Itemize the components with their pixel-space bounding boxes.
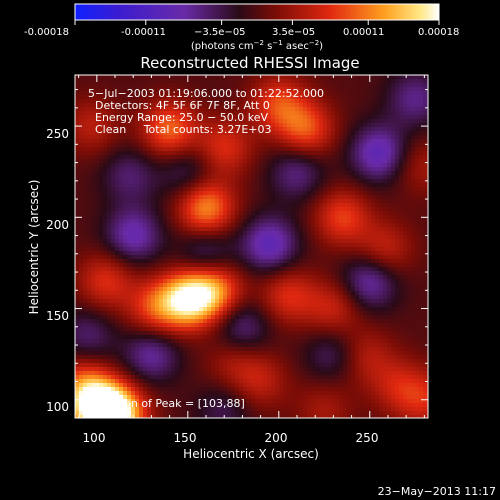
y-tick-label-200: 200 (46, 218, 69, 232)
x-tick-label-100: 100 (83, 431, 106, 445)
colorbar-unit-label: (photons cm−2 s−1 asec−2) (191, 39, 323, 52)
y-tick-label-250: 250 (46, 127, 69, 141)
annotation-energy-range: Energy Range: 25.0 − 50.0 keV (95, 111, 269, 124)
x-tick-label-250: 250 (356, 431, 379, 445)
colorbar-ticks (74, 20, 440, 25)
x-tick-label-200: 200 (265, 431, 288, 445)
x-tick-label-150: 150 (174, 431, 197, 445)
colorbar-tick-label-1: -0.00011 (121, 27, 166, 38)
colorbar-tick-label-0: -0.00018 (24, 27, 69, 38)
colorbar-tick-label-4: 0.00011 (343, 27, 384, 38)
y-tick-label-150: 150 (46, 309, 69, 323)
annotation-clean-counts: Clean Total counts: 3.27E+03 (95, 123, 272, 136)
chart-title: Reconstructed RHESSI Image (140, 54, 359, 72)
colorbar: -0.00018 -0.00011 −3.5e−05 3.5e−05 0.000… (24, 3, 459, 52)
axis-ticks (75, 75, 428, 419)
colorbar-tick-label-3: 3.5e−05 (272, 27, 315, 38)
annotation-peak-position: Position of Peak = [103,88] (95, 397, 245, 410)
footer-date: 23−May−2013 11:17 (378, 485, 496, 498)
y-tick-label-100: 100 (46, 400, 69, 414)
annotation-detectors: Detectors: 4F 5F 6F 7F 8F, Att 0 (95, 99, 270, 112)
y-axis-label: Heliocentric Y (arcsec) (27, 180, 41, 315)
x-axis-label: Heliocentric X (arcsec) (183, 447, 319, 461)
plot-frame (74, 74, 429, 419)
colorbar-tick-label-2: −3.5e−05 (194, 27, 246, 38)
plot-area (74, 74, 429, 419)
colorbar-gradient (74, 3, 440, 21)
colorbar-tick-label-5: 0.00018 (418, 27, 459, 38)
heatmap-image (75, 75, 428, 418)
annotation-time-range: 5−Jul−2003 01:19:06.000 to 01:22:52.000 (88, 87, 324, 100)
